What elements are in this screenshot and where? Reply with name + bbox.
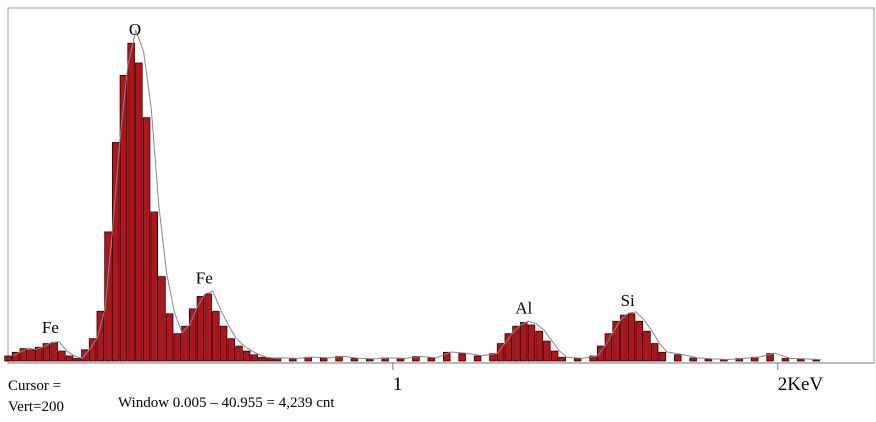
spectrum-bar	[250, 354, 259, 362]
spectrum-bar	[627, 313, 636, 362]
spectrum-bar	[496, 343, 505, 362]
spectrum-bar	[643, 330, 651, 362]
spectrum-bar	[227, 338, 235, 362]
spectrum-bar	[396, 358, 405, 362]
vert-readout: Vert=200	[8, 399, 64, 415]
spectrum-bar	[235, 345, 243, 362]
spectrum-bar	[58, 350, 66, 362]
spectrum-bar	[558, 356, 567, 362]
spectrum-bar	[112, 142, 120, 362]
spectrum-bar	[635, 320, 644, 362]
spectrum-bar	[350, 358, 359, 362]
spectrum-bar	[689, 357, 697, 362]
spectrum-bar	[589, 355, 597, 362]
spectrum-bar	[196, 295, 205, 362]
spectrum-bar	[543, 340, 551, 362]
overlay-line	[12, 28, 821, 361]
spectrum-bar	[4, 355, 12, 362]
spectrum-bar	[173, 333, 182, 362]
spectrum-bar	[604, 333, 613, 362]
spectrum-bar	[674, 354, 682, 362]
spectrum-bar	[597, 345, 605, 362]
spectrum-bar	[150, 211, 158, 362]
spectrum-bar	[11, 351, 20, 362]
spectrum-bar	[127, 42, 135, 362]
spectrum-bar	[427, 357, 436, 362]
spectrum-bar	[527, 324, 536, 362]
spectrum-bar	[96, 310, 105, 362]
spectrum-bar	[620, 314, 628, 362]
spectrum-bar	[704, 358, 713, 362]
spectrum-bar	[212, 310, 220, 362]
spectrum-bar	[658, 351, 667, 362]
spectrum-bar	[27, 349, 35, 362]
spectrum-bar	[165, 313, 174, 362]
spectrum-bar	[573, 358, 582, 362]
spectrum-bar	[219, 325, 228, 362]
spectrum-bar	[265, 358, 274, 362]
spectrum-bar	[35, 346, 43, 362]
spectrum-bar	[50, 341, 58, 362]
spectrum-bar	[442, 351, 451, 362]
cursor-readout: Cursor =	[8, 378, 62, 394]
spectrum-bar	[520, 322, 528, 362]
peak-label: Fe	[196, 269, 213, 288]
peak-labels-layer: Fe O Fe Al Si	[42, 20, 635, 337]
peak-label: Fe	[42, 318, 59, 337]
peak-label: Al	[515, 298, 532, 317]
spectrum-bar	[289, 358, 297, 362]
spectrum-bar	[612, 320, 620, 362]
spectrum-bar	[473, 355, 482, 362]
spectrum-bar	[242, 350, 251, 362]
spectrum-bar	[319, 357, 328, 362]
spectrum-bar	[135, 62, 143, 362]
peak-label: Si	[621, 291, 635, 310]
spectrum-bar	[19, 348, 28, 362]
spectrum-bar	[550, 350, 559, 362]
spectrum-bar	[512, 325, 520, 362]
spectrum-bar	[42, 343, 51, 362]
spectrum-bar	[142, 117, 151, 362]
spectrum-bar	[181, 325, 189, 362]
x-tick-label: 1	[393, 374, 403, 395]
spectrum-bar	[258, 356, 266, 362]
spectrum-bar	[204, 293, 212, 362]
spectrum-bar	[458, 353, 466, 362]
x-ticks-layer: 1 2KeV	[392, 363, 824, 395]
spectrum-bar	[766, 353, 774, 362]
spectrum-bar	[535, 330, 543, 362]
spectrum-bar	[119, 75, 128, 362]
spectrum-bar	[158, 276, 166, 362]
x-tick-label: 2KeV	[778, 374, 824, 395]
bars-layer	[4, 42, 821, 362]
spectrum-bar	[104, 231, 112, 362]
window-readout: Window 0.005 – 40.955 = 4,239 cnt	[118, 395, 335, 411]
spectrum-bar	[188, 308, 197, 362]
peak-label: O	[129, 20, 141, 39]
spectrum-bar	[65, 355, 74, 362]
spectrum-bar	[650, 343, 659, 362]
spectrum-bar	[73, 358, 82, 362]
spectrum-bar	[781, 358, 790, 362]
spectrum-bar	[504, 333, 513, 362]
